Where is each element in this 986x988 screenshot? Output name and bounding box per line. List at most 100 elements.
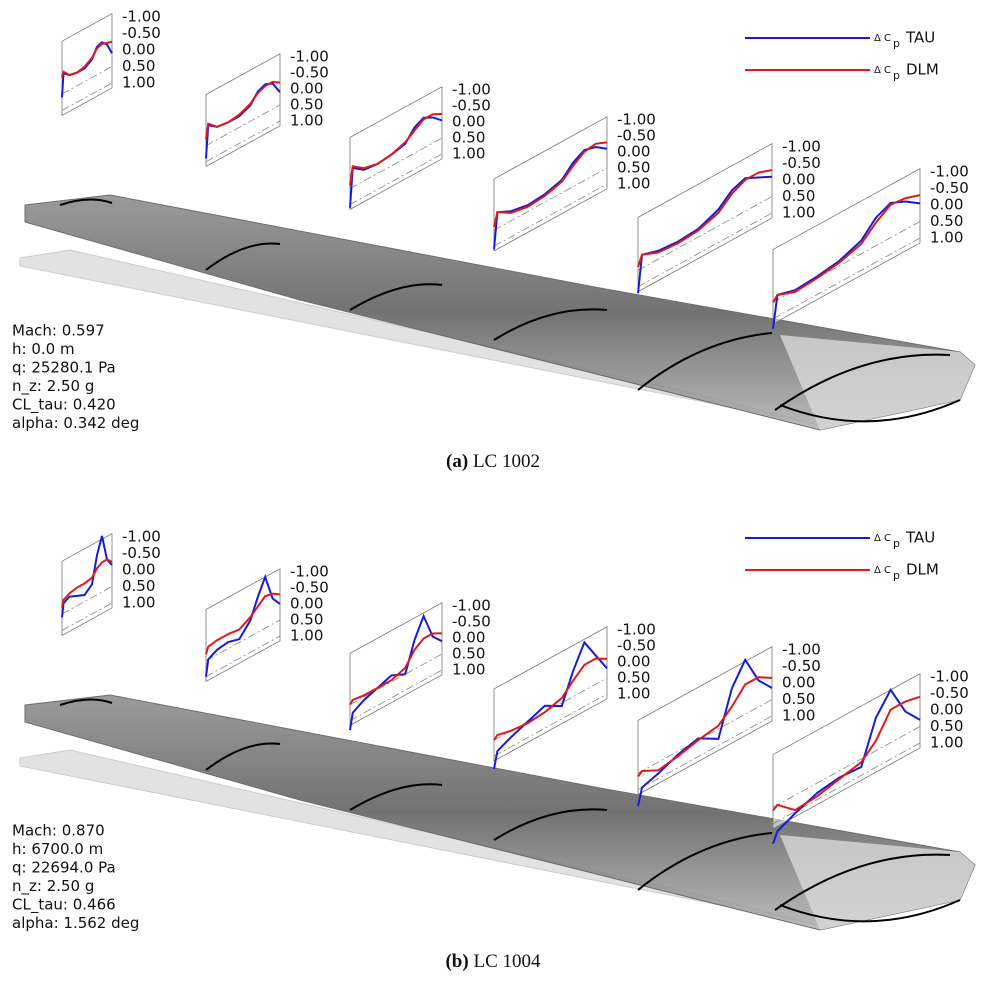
legend-label: DLM — [906, 561, 939, 579]
grid-line — [493, 183, 608, 247]
info-line: q: 25280.1 Pa — [12, 359, 116, 377]
caption-label: (b) — [445, 951, 468, 972]
tick-label: 1.00 — [122, 74, 155, 92]
cp-curve — [205, 80, 281, 140]
plot-frame — [349, 602, 443, 727]
tick-label: 0.50 — [290, 96, 323, 114]
plot-frame — [349, 86, 443, 211]
tick-label: -1.00 — [122, 8, 161, 26]
legend-symbol: Δ C — [874, 65, 891, 76]
caption: (b) LC 1004 — [445, 951, 541, 972]
legend-symbol: Δ C — [874, 565, 891, 576]
cp-curve — [349, 632, 443, 706]
tick-label: 1.00 — [452, 145, 485, 163]
plot-frame — [493, 626, 608, 762]
cp-curve — [637, 169, 773, 268]
tick-label: 0.50 — [290, 611, 323, 629]
tick-label: -0.50 — [617, 637, 656, 655]
tick-label: 1.00 — [452, 661, 485, 679]
tick-label: -1.00 — [782, 641, 821, 659]
tick-label: 0.50 — [617, 159, 650, 177]
cp-curve — [772, 687, 921, 844]
cp-curve — [205, 592, 281, 655]
cp-curve — [61, 40, 113, 78]
tick-label: 0.50 — [782, 690, 815, 708]
plot-frame — [493, 116, 608, 252]
tick-label: -1.00 — [122, 528, 161, 546]
tick-label: 0.50 — [930, 212, 963, 230]
tick-label: -0.50 — [122, 24, 161, 42]
caption-text: LC 1004 — [473, 951, 541, 972]
cp-curve — [493, 141, 608, 228]
tick-label: 0.00 — [452, 113, 485, 131]
tick-label: 0.00 — [617, 653, 650, 671]
grid-line — [61, 586, 113, 615]
legend-subscript: p — [893, 69, 900, 82]
tick-label: 1.00 — [290, 112, 323, 130]
grid-line — [349, 669, 443, 721]
info-line: h: 0.0 m — [12, 340, 75, 358]
tick-label: 0.00 — [122, 561, 155, 579]
info-line: Mach: 0.597 — [12, 322, 105, 340]
tick-label: -1.00 — [930, 668, 969, 686]
tick-label: 1.00 — [617, 175, 650, 193]
tick-label: 0.00 — [782, 674, 815, 692]
legend-subscript: p — [893, 537, 900, 550]
tick-label: 1.00 — [930, 734, 963, 752]
tick-label: 0.50 — [782, 187, 815, 205]
grid-line — [61, 602, 113, 631]
legend-symbol: Δ C — [874, 33, 891, 44]
tick-label: 0.00 — [617, 143, 650, 161]
cp-curve — [772, 194, 921, 303]
tick-label: -1.00 — [452, 81, 491, 99]
legend-label: TAU — [905, 529, 935, 547]
plot-frame — [772, 673, 921, 830]
tick-label: -0.50 — [452, 97, 491, 115]
grid-line — [349, 137, 443, 189]
tick-label: -1.00 — [617, 111, 656, 129]
tick-label: 0.50 — [122, 577, 155, 595]
tick-label: -0.50 — [122, 544, 161, 562]
tick-label: 0.00 — [452, 629, 485, 647]
tick-label: 0.00 — [290, 80, 323, 98]
cp-curve — [493, 657, 608, 741]
tick-label: -0.50 — [782, 657, 821, 675]
cp-curve — [205, 573, 281, 677]
legend-subscript: p — [893, 37, 900, 50]
grid-line — [349, 653, 443, 705]
grid-line — [205, 635, 281, 678]
grid-line — [772, 237, 921, 320]
tick-label: -0.50 — [617, 127, 656, 145]
grid-line — [205, 120, 281, 163]
tick-label: -1.00 — [290, 563, 329, 581]
info-line: h: 6700.0 m — [12, 840, 103, 858]
grid-line — [772, 726, 921, 808]
tick-label: 1.00 — [782, 707, 815, 725]
legend-symbol: Δ C — [874, 533, 891, 544]
info-line: CL_tau: 0.420 — [12, 396, 116, 415]
tick-label: -0.50 — [290, 64, 329, 82]
tick-label: -1.00 — [782, 138, 821, 156]
info-line: alpha: 1.562 deg — [12, 914, 139, 932]
cp-curve — [349, 113, 443, 186]
info-line: Mach: 0.870 — [12, 822, 105, 840]
info-line: n_z: 2.50 g — [12, 877, 94, 896]
grid-line — [205, 104, 281, 147]
info-line: q: 22694.0 Pa — [12, 859, 116, 877]
tick-label: -1.00 — [290, 48, 329, 66]
tick-label: -0.50 — [290, 579, 329, 597]
tick-label: -1.00 — [452, 597, 491, 615]
cp-curve — [637, 676, 773, 778]
tick-label: -1.00 — [617, 621, 656, 639]
tick-label: 0.50 — [122, 57, 155, 75]
cp-curve — [61, 535, 113, 618]
tick-label: 1.00 — [782, 204, 815, 222]
tick-label: 0.00 — [930, 701, 963, 719]
legend-label: DLM — [906, 61, 939, 79]
info-line: alpha: 0.342 deg — [12, 414, 139, 432]
info-line: n_z: 2.50 g — [12, 377, 94, 396]
cp-curve — [61, 558, 113, 608]
tick-label: -0.50 — [930, 179, 969, 197]
cp-curve — [637, 657, 773, 807]
cp-curve — [772, 695, 921, 812]
